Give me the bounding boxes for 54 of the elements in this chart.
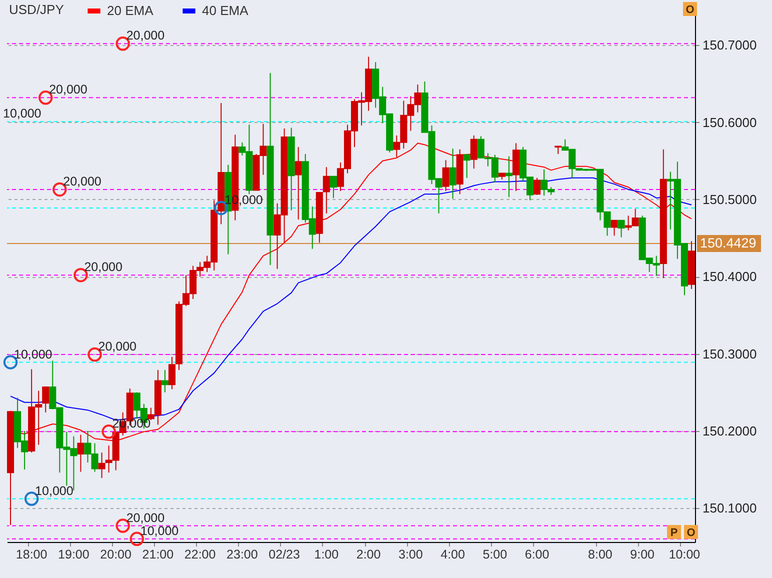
x-tick-label: 20:00 bbox=[100, 548, 132, 562]
x-tick-label: 19:00 bbox=[58, 548, 90, 562]
annotation: 10,000 bbox=[35, 484, 74, 498]
annotation: 20,000 bbox=[84, 260, 122, 274]
chart-title: USD/JPY bbox=[9, 2, 64, 17]
y-tick-label: 150.3000 bbox=[702, 346, 757, 362]
annotation: 20,000 bbox=[126, 28, 165, 43]
x-tick-label: 22:00 bbox=[184, 548, 216, 562]
candlestick bbox=[98, 452, 106, 478]
x-tick-label: 4:00 bbox=[440, 548, 465, 562]
candlestick bbox=[618, 220, 625, 238]
annotation: O bbox=[686, 527, 696, 539]
x-tick-label: 23:00 bbox=[226, 548, 258, 562]
candlestick bbox=[534, 177, 541, 196]
x-tick-label: 3:00 bbox=[398, 548, 423, 562]
annotation: 20,000 bbox=[126, 510, 165, 525]
x-tick-label: 1:00 bbox=[314, 548, 339, 562]
annotation: 10,000 bbox=[3, 106, 42, 121]
candlestick bbox=[449, 148, 456, 200]
candlestick bbox=[42, 386, 50, 413]
x-tick-label: 02/23 bbox=[268, 548, 300, 562]
x-tick-label: 9:00 bbox=[630, 548, 655, 562]
candlestick bbox=[442, 160, 450, 192]
y-tick-label: 150.1000 bbox=[702, 500, 757, 516]
candlestick bbox=[610, 220, 618, 236]
candlestick bbox=[463, 154, 470, 178]
x-tick-label: 10:00 bbox=[668, 548, 700, 562]
candlestick bbox=[470, 134, 478, 170]
annotation: O bbox=[686, 4, 695, 16]
legend-label: 20 EMA bbox=[107, 3, 154, 18]
annotation: 20,000 bbox=[49, 82, 88, 97]
y-tick-label: 150.5000 bbox=[702, 192, 757, 207]
candlestick bbox=[77, 434, 84, 472]
ref-line-label: 150.4429 bbox=[700, 236, 756, 251]
x-tick-label: 6:00 bbox=[524, 548, 550, 562]
x-tick-label: 2:00 bbox=[356, 548, 381, 562]
y-tick-label: 150.4000 bbox=[702, 269, 757, 284]
candlestick bbox=[294, 146, 302, 220]
candlestick bbox=[505, 156, 512, 198]
x-tick-label: 21:00 bbox=[142, 548, 174, 562]
y-tick-label: 150.6000 bbox=[702, 114, 757, 130]
annotation: 10,000 bbox=[14, 347, 52, 362]
annotation: P bbox=[670, 527, 678, 539]
annotation: 10,000 bbox=[140, 524, 179, 538]
x-tick-label: 8:00 bbox=[588, 548, 612, 562]
x-tick-label: 5:00 bbox=[482, 548, 508, 562]
candlestick bbox=[161, 369, 168, 393]
annotation: 20,000 bbox=[98, 340, 137, 354]
y-tick-label: 150.2000 bbox=[702, 423, 757, 438]
y-tick-label: 150.7000 bbox=[702, 38, 757, 53]
annotation: 20,000 bbox=[63, 174, 102, 188]
candlestick bbox=[330, 176, 337, 198]
legend-label: 40 EMA bbox=[202, 3, 249, 18]
x-tick-label: 18:00 bbox=[16, 548, 48, 562]
